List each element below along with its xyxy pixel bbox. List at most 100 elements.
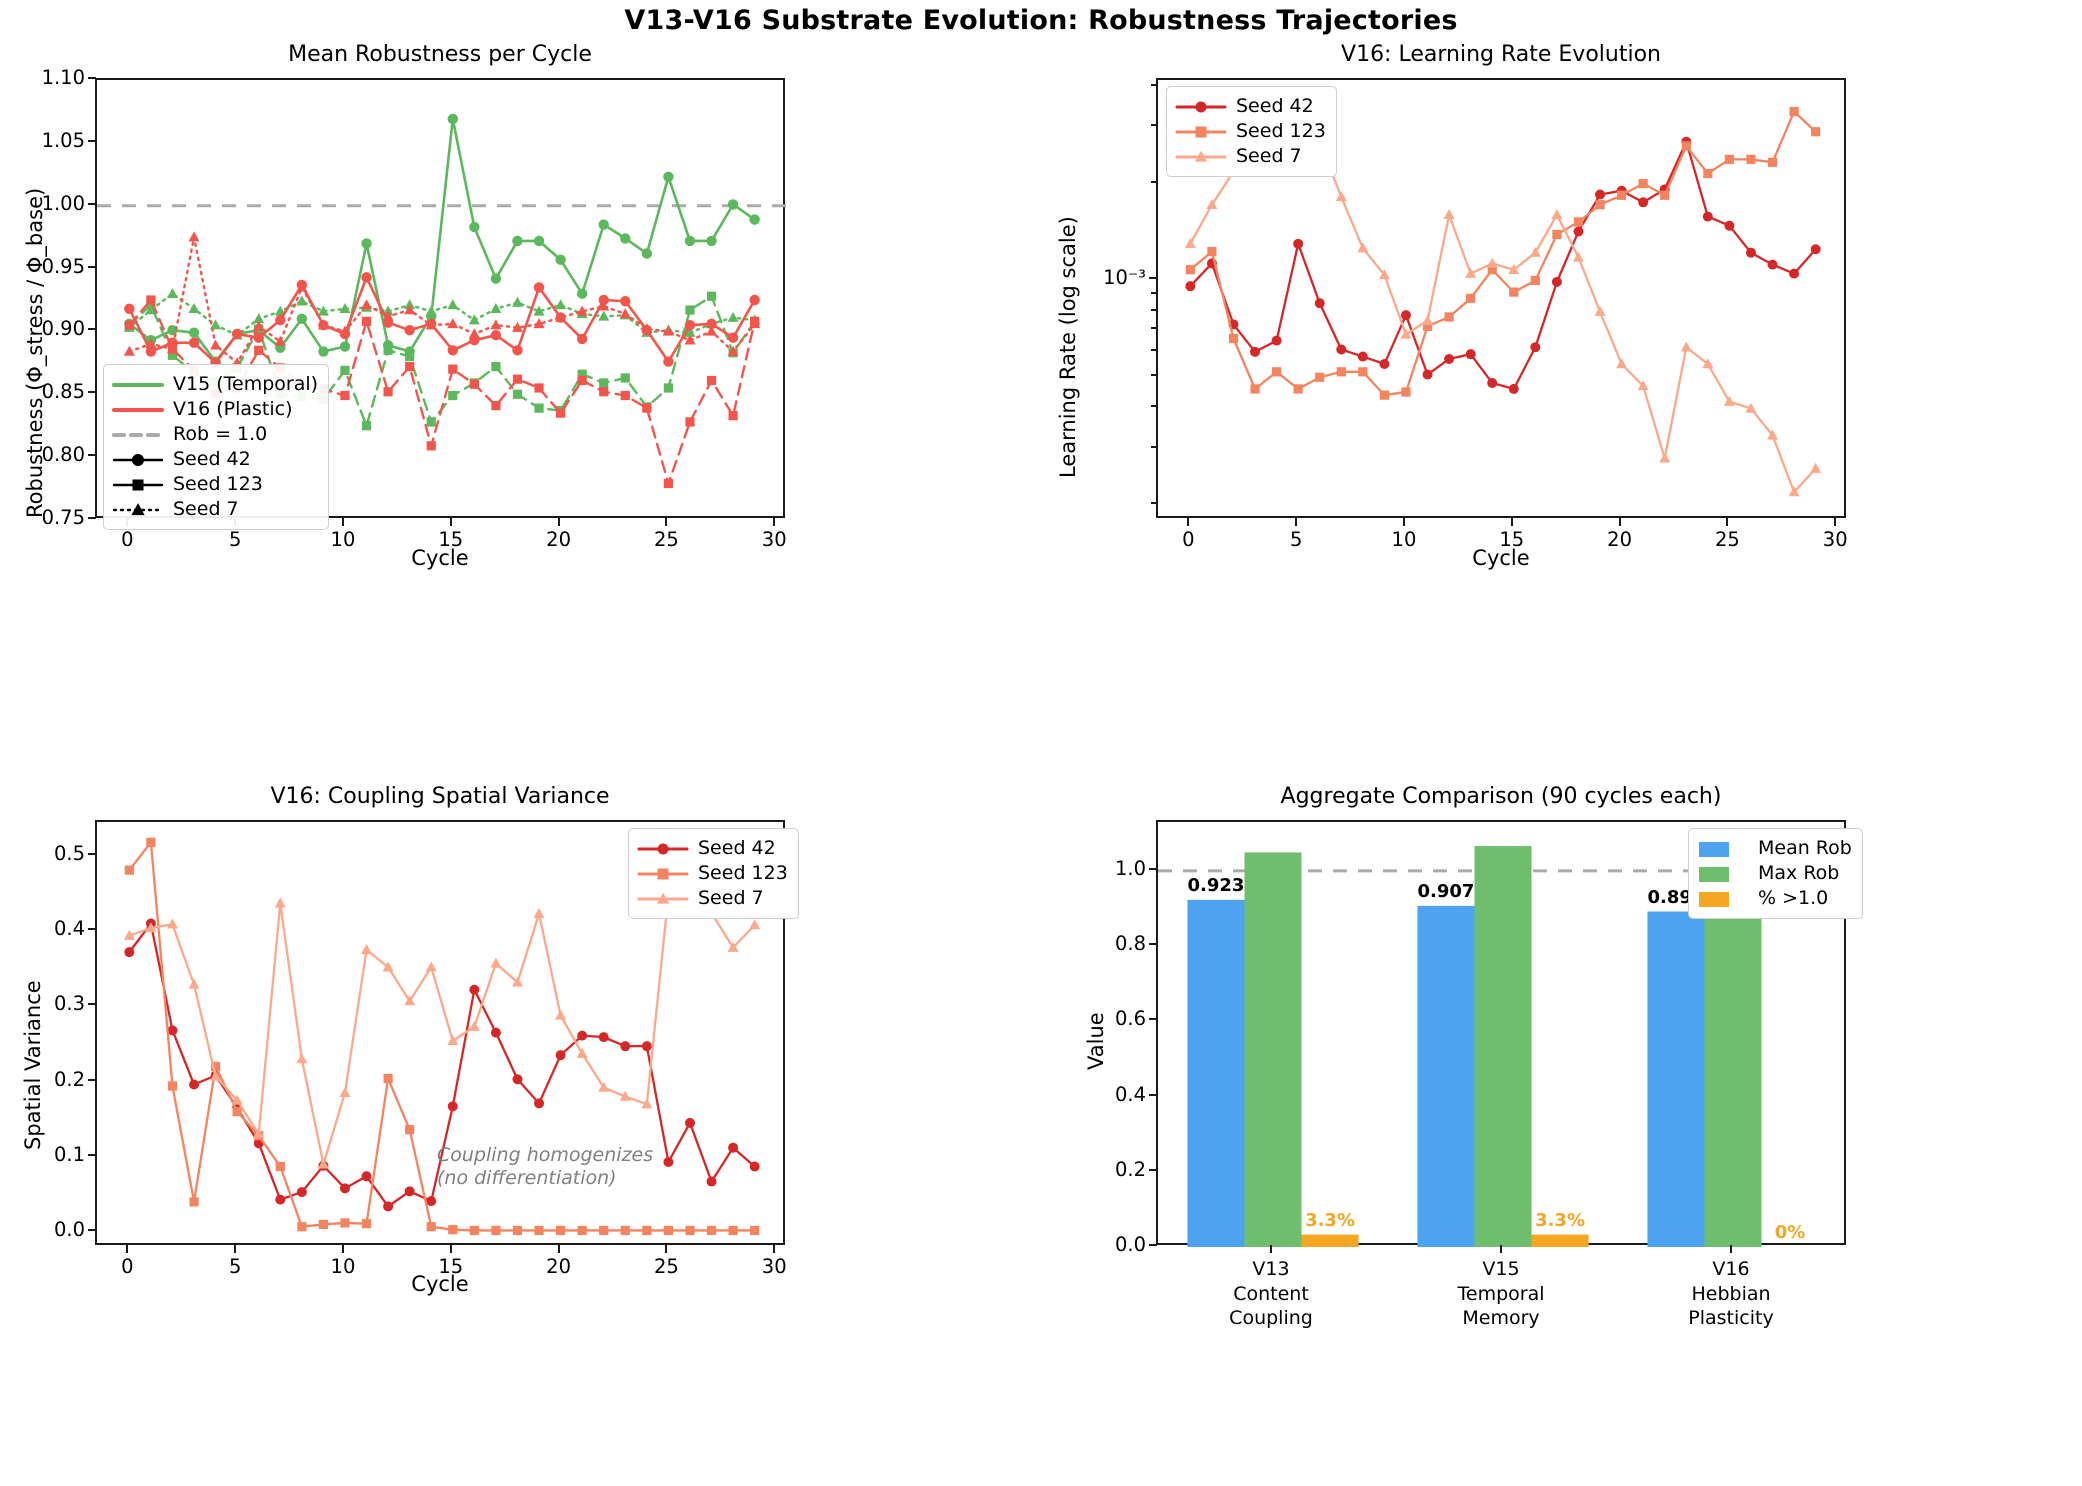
xtick-label: 20: [546, 1255, 571, 1278]
minor-tick-mark: [1151, 327, 1157, 330]
ytick-label: 0.4: [53, 917, 85, 941]
tick-mark: [1149, 943, 1157, 946]
legend-item[interactable]: Seed 42: [112, 447, 318, 472]
tick-mark: [1618, 518, 1621, 526]
tick-mark: [88, 1078, 96, 1081]
xtick-label: 30: [761, 528, 787, 551]
tick-mark: [773, 1245, 776, 1253]
minor-tick-mark: [1151, 374, 1157, 377]
annotation-coupling-homogenizes: Coupling homogenizes (no differentiation…: [437, 1144, 654, 1190]
xtick-label: 15: [438, 528, 464, 551]
legend-item[interactable]: Rob = 1.0: [112, 422, 318, 447]
xtick-label: 0: [1182, 528, 1195, 551]
ytick-label: 0.90: [41, 317, 85, 341]
bar-value-label-pct: 3.3%: [1305, 1209, 1355, 1231]
xtick-label: 25: [1714, 528, 1740, 551]
legend-item[interactable]: V15 (Temporal): [112, 372, 318, 397]
xtick-label: 20: [546, 528, 571, 551]
minor-tick-mark: [1151, 348, 1157, 351]
legend-swatch-icon: [1175, 147, 1227, 167]
legend-label: Seed 42: [1236, 95, 1314, 117]
legend-label: Seed 123: [1236, 120, 1326, 142]
panel-aggregate-comparison: Aggregate Comparison (90 cycles each) 0.…: [1084, 784, 1863, 1329]
tick-mark: [88, 1003, 96, 1006]
legend-item[interactable]: Seed 42: [637, 836, 788, 861]
legend-item[interactable]: Seed 7: [112, 497, 318, 522]
tick-mark: [88, 1228, 96, 1231]
legend-item[interactable]: % >1.0: [1697, 886, 1852, 911]
panel-title-robustness: Mean Robustness per Cycle: [288, 42, 592, 67]
yaxis-label-learning-rate: Learning Rate (log scale): [1056, 216, 1080, 478]
tick-mark: [1510, 518, 1513, 526]
legend-label: Max Rob: [1758, 862, 1840, 884]
ytick-label: 1.00: [41, 191, 85, 215]
legend-swatch-icon: [112, 475, 164, 495]
tick-mark: [88, 265, 96, 268]
legend-aggregate[interactable]: Mean Rob Max Rob % >1.0: [1688, 828, 1863, 919]
ytick-label: 0.2: [53, 1067, 85, 1091]
legend-swatch-icon: [112, 425, 164, 445]
legend-spatial-variance[interactable]: Seed 42 Seed 123 Seed 7: [628, 828, 799, 919]
legend-label: Seed 42: [173, 448, 251, 470]
legend-item[interactable]: Seed 123: [637, 861, 788, 886]
tick-mark: [449, 1245, 452, 1253]
xaxis-label-learning-rate: Cycle: [1472, 546, 1530, 570]
tick-mark: [557, 1245, 560, 1253]
legend-label: Seed 123: [698, 862, 788, 884]
legend-label: Seed 42: [698, 837, 776, 859]
xtick-label: 10: [1391, 528, 1417, 551]
xtick-label: 5: [228, 528, 242, 551]
panel-learning-rate: V16: Learning Rate Evolution Cycle Learn…: [1056, 42, 1848, 570]
tick-mark: [88, 328, 96, 331]
ytick-label: 0.4: [1114, 1082, 1146, 1106]
tick-mark: [449, 518, 452, 526]
minor-tick-mark: [1151, 292, 1157, 295]
legend-item[interactable]: Seed 123: [112, 472, 318, 497]
xtick-label: 10: [330, 528, 356, 551]
tick-mark: [88, 1153, 96, 1156]
minor-tick-mark: [1151, 445, 1157, 448]
tick-mark: [1149, 277, 1157, 280]
plot-area-aggregate: 0.923 3.3% 0.907 3.3% 0.892 0%: [1156, 820, 1848, 1247]
legend-label: Seed 123: [173, 473, 263, 495]
legend-label: V16 (Plastic): [173, 398, 293, 420]
legend-swatch-icon: [637, 864, 689, 884]
xtick-label: 0: [121, 528, 134, 551]
minor-tick-mark: [1151, 124, 1157, 126]
legend-label: V15 (Temporal): [173, 373, 319, 395]
legend-item[interactable]: Seed 7: [637, 886, 788, 911]
legend-robustness[interactable]: V15 (Temporal) V16 (Plastic) Rob = 1.0 Seed…: [103, 364, 330, 530]
legend-item[interactable]: V16 (Plastic): [112, 397, 318, 422]
legend-swatch-icon: [637, 839, 689, 859]
legend-item[interactable]: Seed 42: [1175, 94, 1326, 119]
legend-item[interactable]: Max Rob: [1697, 861, 1852, 886]
figure-title: V13-V16 Substrate Evolution: Robustness …: [624, 5, 1458, 36]
ytick-label: 0.75: [41, 506, 85, 529]
panel-title-learning-rate: V16: Learning Rate Evolution: [1341, 42, 1661, 67]
legend-learning-rate[interactable]: Seed 42 Seed 123 Seed 7: [1166, 86, 1337, 177]
minor-tick-mark: [1151, 405, 1157, 408]
tick-mark: [1149, 867, 1157, 870]
legend-label: Seed 7: [1236, 145, 1302, 167]
tick-mark: [1402, 518, 1405, 526]
legend-label: Seed 7: [698, 887, 764, 909]
legend-item[interactable]: Seed 7: [1175, 144, 1326, 169]
legend-item[interactable]: Seed 123: [1175, 119, 1326, 144]
bar-value-label-pct: 0%: [1774, 1222, 1806, 1243]
ytick-label: 0.3: [53, 992, 85, 1016]
tick-mark: [234, 1245, 237, 1253]
ytick-label: 0.0: [1114, 1233, 1146, 1256]
tick-mark: [1187, 518, 1190, 526]
xtick-label: 20: [1607, 528, 1632, 551]
bar-value-label-mean: 0.923: [1187, 874, 1245, 896]
tick-mark: [341, 518, 344, 526]
tick-mark: [1295, 518, 1298, 526]
legend-label: Rob = 1.0: [173, 423, 268, 445]
panel-title-aggregate: Aggregate Comparison (90 cycles each): [1280, 784, 1722, 809]
tick-mark: [1834, 518, 1837, 526]
xtick-label: 15: [1499, 528, 1525, 551]
xtick-label: 25: [653, 1255, 679, 1278]
tick-mark: [126, 1245, 129, 1253]
ytick-label: 1.0: [1114, 856, 1146, 880]
legend-item[interactable]: Mean Rob: [1697, 836, 1852, 861]
